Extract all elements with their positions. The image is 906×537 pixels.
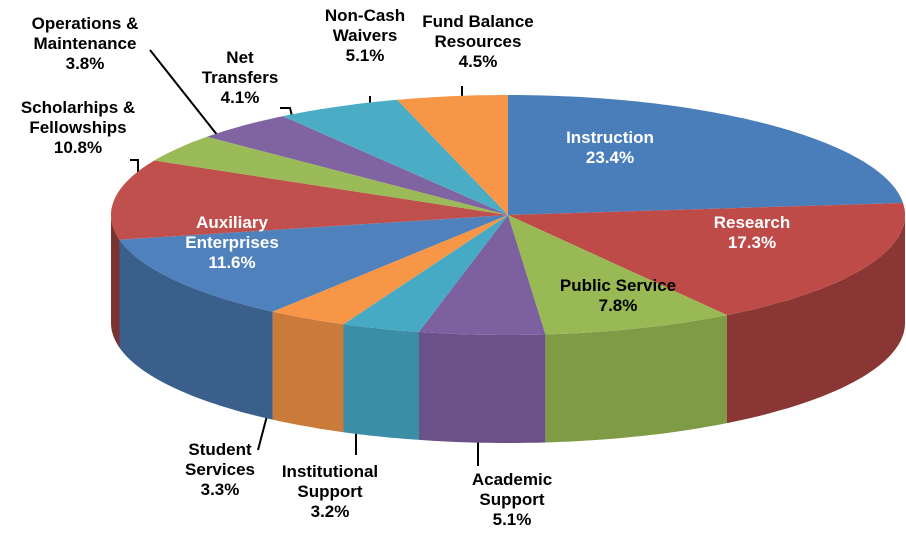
slice-label: Student Services 3.3% xyxy=(185,440,255,500)
leader-lines xyxy=(130,49,479,466)
leader-line xyxy=(280,107,293,117)
slice-category: Research xyxy=(713,213,791,232)
pie-slice xyxy=(508,95,903,215)
slice-label: Scholarhips & Fellowships 10.8% xyxy=(21,98,135,158)
slice-category: Scholarhips & Fellowships xyxy=(20,98,136,137)
slice-value: 4.1% xyxy=(220,88,260,107)
slice-category: Auxiliary Enterprises xyxy=(185,213,279,252)
pie-slice xyxy=(397,95,508,215)
slice-category: Fund Balance Resources xyxy=(422,12,534,51)
slice-value: 5.1% xyxy=(345,46,385,65)
pie-slice xyxy=(282,99,508,215)
pie-slice xyxy=(419,215,546,335)
pie-slice-side xyxy=(272,311,344,433)
slice-label: Operations & Maintenance 3.8% xyxy=(32,14,139,74)
slice-label: Research 17.3% xyxy=(714,213,791,253)
slice-label: Institutional Support 3.2% xyxy=(282,462,378,522)
slice-label: Auxiliary Enterprises 11.6% xyxy=(185,213,279,273)
slice-category: Student Services xyxy=(185,440,255,479)
slice-category: Institutional Support xyxy=(281,462,379,501)
pie-slice xyxy=(508,215,727,335)
slice-category: Public Service xyxy=(559,276,677,295)
pie-slice xyxy=(206,116,508,215)
pie-slice-side xyxy=(119,239,273,420)
pie-sides xyxy=(111,215,905,443)
slice-label: Academic Support 5.1% xyxy=(472,470,552,530)
slice-value: 7.8% xyxy=(598,296,638,315)
pie-tops xyxy=(111,95,905,335)
slice-label: Instruction 23.4% xyxy=(566,128,654,168)
leader-line xyxy=(149,49,219,137)
leader-line xyxy=(257,411,269,451)
pie-slice-side xyxy=(419,331,546,443)
slice-value: 11.6% xyxy=(208,253,256,272)
slice-value: 3.2% xyxy=(310,502,350,521)
slice-category: Operations & Maintenance xyxy=(31,14,139,53)
slice-label: Public Service 7.8% xyxy=(560,276,676,316)
slice-value: 23.4% xyxy=(585,148,635,167)
pie-slice xyxy=(272,215,508,325)
slice-value: 10.8% xyxy=(53,138,103,157)
slice-category: Academic Support xyxy=(471,470,553,509)
pie-slice xyxy=(111,160,508,240)
pie-slice xyxy=(508,203,905,316)
slice-category: Non-Cash Waivers xyxy=(324,6,406,45)
slice-value: 3.3% xyxy=(200,480,240,499)
slice-category: Instruction xyxy=(566,128,654,147)
slice-value: 17.3% xyxy=(727,233,777,252)
slice-value: 4.5% xyxy=(458,52,498,71)
pie-slice xyxy=(154,136,509,215)
slice-label: Net Transfers 4.1% xyxy=(202,48,279,108)
pie-slice xyxy=(343,215,508,332)
pie-slice xyxy=(119,215,508,312)
slice-category: Net Transfers xyxy=(201,48,279,87)
slice-value: 5.1% xyxy=(492,510,532,529)
slice-label: Fund Balance Resources 4.5% xyxy=(422,12,533,72)
pie-slice-side xyxy=(343,324,419,440)
pie-slice-side xyxy=(111,215,120,348)
pie-slice-side xyxy=(727,215,905,424)
pie-slice-side xyxy=(545,315,727,443)
slice-value: 3.8% xyxy=(65,54,105,73)
slice-label: Non-Cash Waivers 5.1% xyxy=(325,6,405,66)
